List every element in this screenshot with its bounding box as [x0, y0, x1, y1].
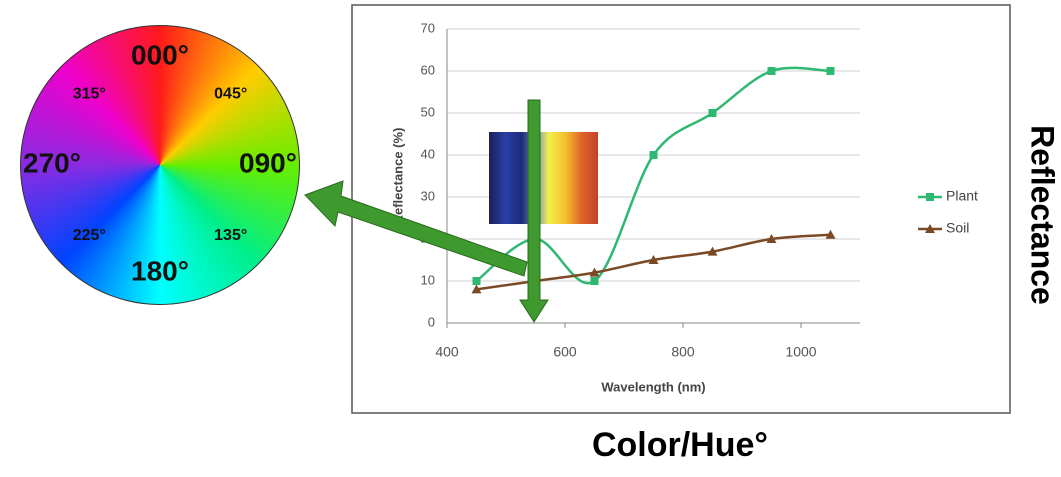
spectrum: [489, 132, 598, 224]
left-arrow: [304, 180, 528, 277]
y-tick-label: 0: [428, 314, 435, 329]
data-point: [825, 229, 836, 239]
data-point: [707, 246, 718, 256]
data-point: [471, 284, 482, 294]
bottom-label: Color/Hue°: [592, 426, 768, 464]
data-point: [589, 267, 600, 277]
x-axis-title: Wavelength (nm): [601, 379, 705, 394]
x-tick-label: 600: [553, 344, 577, 360]
hue-label: 135°: [214, 227, 247, 244]
x-tick-label: 1000: [785, 344, 816, 360]
hue-label: 090°: [239, 147, 297, 178]
color-wheel-holder: [20, 25, 300, 305]
side-label: Reflectance: [1025, 125, 1061, 305]
hue-label: 180°: [131, 255, 189, 286]
hue-label: 000°: [131, 39, 189, 70]
y-tick-label: 50: [421, 104, 435, 119]
hue-label: 315°: [73, 86, 106, 103]
data-point: [826, 67, 835, 75]
data-point: [649, 151, 658, 159]
data-point: [648, 255, 659, 264]
y-tick-label: 10: [421, 272, 435, 287]
data-point: [472, 277, 481, 285]
legend-label: Soil: [946, 220, 969, 236]
x-tick-label: 400: [435, 344, 459, 360]
color-wheel: [20, 25, 300, 305]
hue-label: 225°: [73, 227, 106, 244]
legend-marker: [925, 224, 935, 233]
chart-frame: [351, 4, 1011, 414]
data-point: [766, 234, 777, 243]
data-point: [767, 67, 776, 75]
legend-label: Plant: [946, 188, 978, 204]
wheel-labels: 000° 045° 090° 135° 180° 225° 270° 315°: [23, 39, 297, 286]
data-point: [590, 277, 599, 285]
legend-marker: [926, 193, 934, 201]
data-point: [708, 109, 717, 117]
y-tick-label: 30: [421, 188, 435, 203]
y-tick-label: 40: [421, 146, 435, 161]
hue-label: 270°: [23, 147, 81, 178]
down-arrow: [519, 99, 549, 323]
hue-label: 045°: [214, 86, 247, 103]
x-tick-label: 800: [671, 344, 695, 360]
y-tick-label: 70: [421, 20, 435, 35]
y-tick-label: 60: [421, 62, 435, 77]
y-axis-title: Reflectance (%): [390, 128, 405, 225]
chart: 0102030405060704006008001000Wavelength (…: [390, 20, 978, 394]
